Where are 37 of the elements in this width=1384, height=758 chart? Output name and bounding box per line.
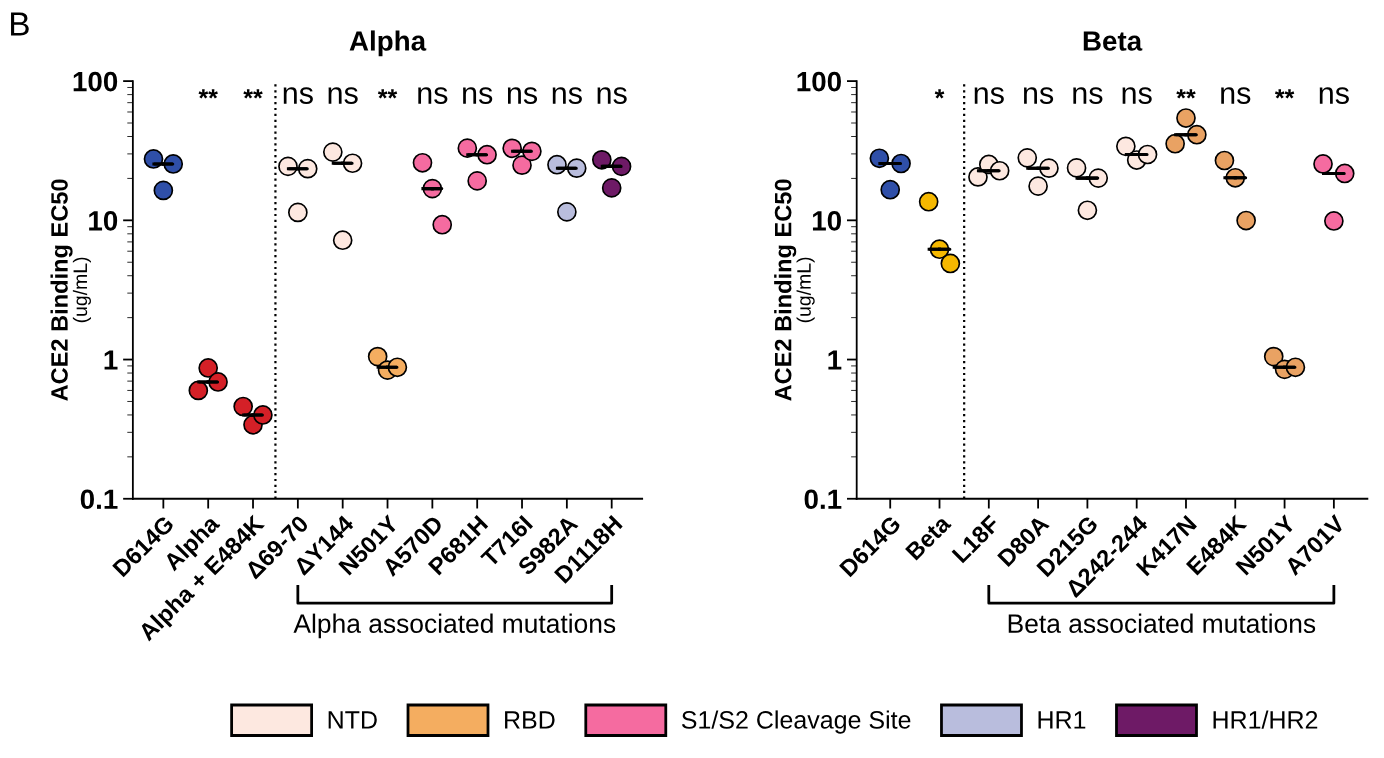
annotation: ns [328, 87, 358, 104]
annotation: ns [463, 87, 493, 104]
legend-label: HR1 [1038, 711, 1086, 729]
annotation: ns [552, 87, 582, 104]
annotation: ns [974, 87, 1004, 104]
y-tick-label: 0.1 [80, 489, 118, 510]
y-tick-label: 1 [104, 350, 118, 370]
y-tick-label: 1 [828, 350, 842, 370]
annotation: ns [1073, 87, 1103, 104]
legend-label: RBD [505, 711, 555, 729]
annotation: ** [377, 89, 398, 99]
annotation: ns [418, 87, 448, 104]
annotation: ns [1221, 87, 1251, 104]
chart-title: Alpha [349, 30, 427, 57]
annotation: ** [1274, 89, 1295, 99]
annotation: ** [243, 89, 263, 99]
annotation: * [934, 89, 945, 99]
legend-label: S1/S2 Cleavage Site [681, 710, 911, 734]
y-tick-label: 10 [812, 210, 841, 231]
text: Beta associated mutations [1008, 613, 1316, 633]
y-tick-label: 0.1 [804, 489, 842, 510]
annotation: ns [507, 87, 538, 104]
annotation: ns [1122, 87, 1152, 104]
legend-label: HR1/HR2 [1213, 710, 1318, 729]
y-tick-label: 100 [73, 71, 118, 92]
chart-title: Beta [1083, 31, 1143, 51]
annotation: ns [1024, 87, 1054, 104]
text: Alpha associated mutations [293, 613, 616, 639]
annotation: ns [283, 87, 313, 104]
legend-label: NTD [328, 711, 377, 729]
text: B [11, 12, 29, 36]
annotation: ** [1176, 89, 1196, 99]
annotation: ** [198, 89, 218, 99]
annotation: ns [597, 87, 627, 104]
annotation: ns [1319, 87, 1349, 104]
y-tick-label: 100 [797, 71, 841, 92]
y-tick-label: 10 [89, 210, 118, 231]
